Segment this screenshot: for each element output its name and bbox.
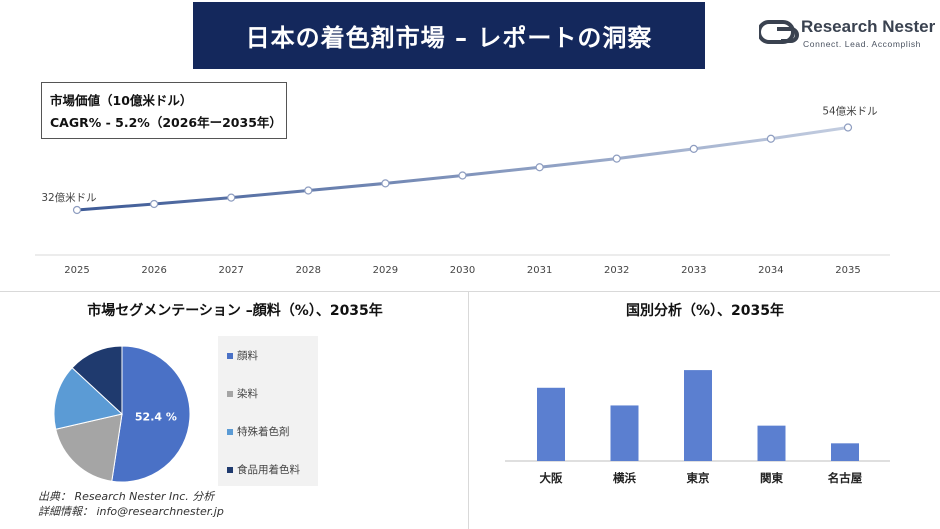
data-point (227, 193, 236, 202)
end-value-label: 54億米ドル (822, 105, 877, 118)
contact-line: 詳細情報： info@researchnester.jp (38, 505, 224, 518)
bar (831, 443, 859, 461)
bar-category-label: 横浜 (613, 471, 636, 485)
logo-name: Research Nester (801, 17, 936, 36)
pie-slice (53, 367, 124, 430)
source-note: 出典： Research Nester Inc. 分析 詳細情報： info@r… (38, 489, 224, 519)
source-line: 出典： Research Nester Inc. 分析 (38, 490, 215, 503)
bar-category-label: 東京 (687, 471, 710, 485)
legend-label: 染料 (237, 388, 258, 400)
legend-swatch (227, 352, 233, 359)
legend-item: 染料 (227, 386, 258, 401)
report-title: 日本の着色剤市場 – レポートの洞察 (193, 2, 705, 69)
data-point (766, 134, 776, 143)
legend-label: 顔料 (237, 350, 258, 362)
legend-swatch (227, 390, 233, 397)
data-point (149, 199, 159, 209)
country-bar-chart: 大阪 横浜 東京 関東 名古屋 (505, 370, 890, 485)
data-point (689, 144, 698, 153)
bar (610, 405, 639, 461)
pie-slice (111, 345, 191, 483)
market-info-box: 市場価値（10億米ドル） CAGR% - 5.2%（2026年ー2035年） (41, 82, 287, 139)
cagr-label: CAGR% - 5.2%（2026年ー2035年） (50, 115, 282, 130)
x-tick-label: 2035 (835, 265, 860, 276)
bar (537, 387, 565, 461)
series-line (76, 126, 849, 212)
x-tick-label: 2032 (604, 265, 629, 276)
market-size-line-chart: 32億米ドル 54億米ドル 2025 2026 2027 2028 2029 2030 20… (35, 105, 890, 276)
data-point (304, 186, 313, 195)
pie-slice (71, 345, 123, 416)
segment-pie-chart: 52.4 % (53, 345, 191, 483)
horizontal-divider (0, 291, 940, 292)
legend-label: 特殊着色剤 (237, 426, 290, 438)
pie-data-label: 52.4 % (135, 411, 177, 424)
country-title: 国別分析（%）、2035年 (626, 303, 784, 319)
bar-category-label: 名古屋 (828, 471, 863, 485)
pie-slice (55, 413, 123, 482)
market-value-label: 市場価値（10億米ドル） (50, 93, 193, 108)
x-tick-label: 2028 (296, 265, 321, 276)
bar-category-label: 大阪 (540, 471, 563, 485)
x-tick-label: 2033 (681, 265, 706, 276)
bar (684, 370, 712, 461)
vertical-divider (468, 291, 469, 529)
research-nester-logo: Research Nester Connect. Lead. Accomplis… (759, 17, 935, 53)
legend-item: 特殊着色剤 (227, 424, 290, 439)
bar (757, 425, 786, 461)
data-point (72, 205, 82, 215)
start-value-label: 32億米ドル (41, 191, 96, 204)
logo-mark-icon (759, 20, 799, 44)
logo-tagline: Connect. Lead. Accomplish (803, 39, 922, 49)
data-point (843, 123, 853, 132)
x-tick-label: 2027 (218, 265, 243, 276)
data-point (458, 171, 467, 180)
x-tick-label: 2029 (373, 265, 398, 276)
legend-item: 顔料 (227, 348, 258, 363)
data-point (535, 163, 544, 172)
legend-item: 食品用着色料 (227, 462, 300, 477)
legend-label: 食品用着色料 (237, 464, 300, 476)
x-tick-label: 2031 (527, 265, 552, 276)
data-point (612, 154, 621, 163)
x-tick-label: 2034 (758, 265, 783, 276)
x-tick-label: 2030 (450, 265, 475, 276)
segment-title: 市場セグメンテーション –顔料（%）、2035年 (87, 303, 383, 319)
legend-swatch (227, 428, 233, 435)
legend-swatch (227, 466, 233, 473)
x-tick-label: 2026 (141, 265, 166, 276)
data-point (381, 179, 390, 188)
bar-category-label: 関東 (760, 471, 783, 485)
x-tick-label: 2025 (64, 265, 89, 276)
pie-legend: 顔料染料特殊着色剤食品用着色料 (218, 336, 318, 486)
